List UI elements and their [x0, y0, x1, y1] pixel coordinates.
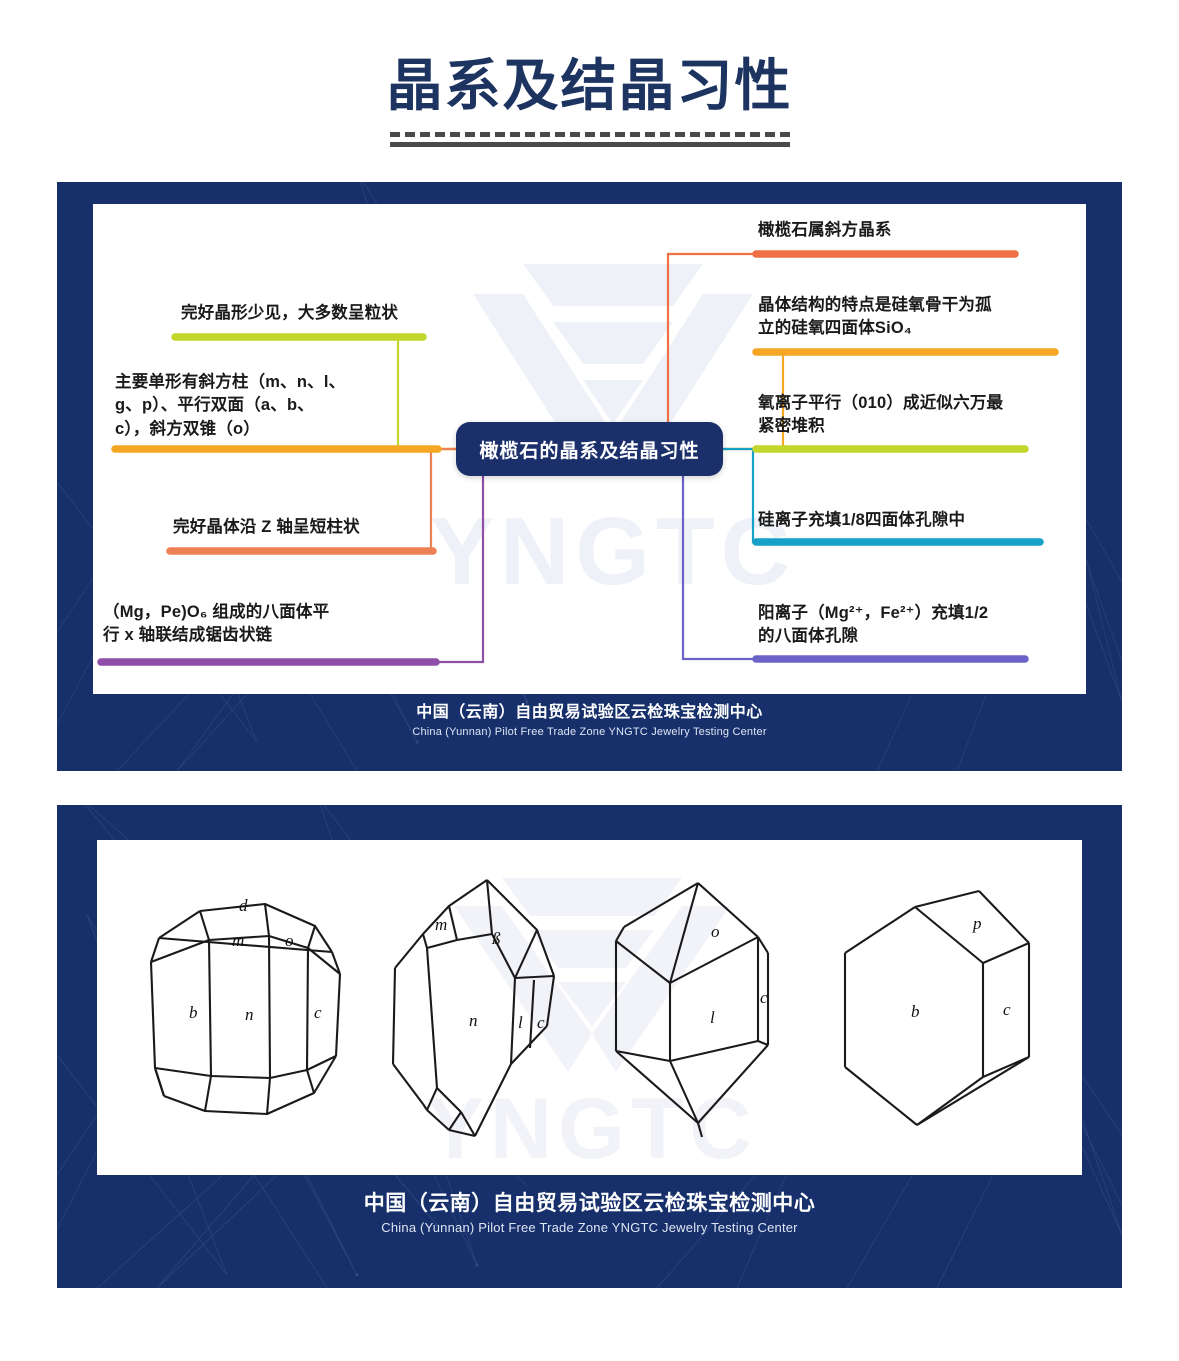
crystals-canvas: YNGTC [97, 840, 1082, 1175]
crystal-figure-row: d m o b n c [97, 840, 1082, 1175]
panel-footer-mindmap: 中国（云南）自由贸易试验区云检珠宝检测中心 China (Yunnan) Pil… [57, 702, 1122, 740]
crystal-1-label-n: n [245, 1005, 254, 1024]
crystal-2-label-m: m [435, 915, 447, 934]
footer-en-text: China (Yunnan) Pilot Free Trade Zone YNG… [381, 1220, 798, 1236]
crystal-4-label-b: b [911, 1002, 920, 1021]
mindmap-panel: YNGTC [57, 182, 1122, 771]
mindmap-node-right-3[interactable]: 氧离子平行（010）成近似六万最 紧密堆积 [758, 394, 1004, 436]
mindmap-node-right-5[interactable]: 阳离子（Mg²⁺，Fe²⁺）充填1/2 的八面体孔隙 [758, 604, 989, 646]
crystal-2-label-l: l [518, 1013, 523, 1032]
crystal-3-label-l: l [710, 1008, 715, 1027]
crystal-3-label-c: c [760, 988, 768, 1007]
panel-footer-crystals: 中国（云南）自由贸易试验区云检珠宝检测中心 China (Yunnan) Pil… [57, 1190, 1122, 1238]
mindmap-node-right-2[interactable]: 晶体结构的特点是硅氧骨干为孤 立的硅氧四面体SiO₄ [758, 296, 992, 338]
crystal-1-label-o: o [285, 931, 294, 950]
mindmap-center-node[interactable]: 橄榄石的晶系及结晶习性 [456, 422, 723, 476]
crystal-4-label-p: p [972, 914, 982, 933]
crystal-figure-3: o l c [612, 875, 792, 1140]
crystal-figure-1: d m o b n c [137, 878, 352, 1138]
crystal-2-label-n: n [469, 1011, 478, 1030]
title-solid-rule [389, 142, 790, 148]
crystal-3-label-o: o [711, 922, 720, 941]
page-title: 晶系及结晶习性 [386, 54, 793, 117]
footer-cn-text: 中国（云南）自由贸易试验区云检珠宝检测中心 [363, 1192, 816, 1215]
mindmap-canvas: YNGTC [93, 204, 1086, 694]
crystal-1-label-b: b [189, 1003, 198, 1022]
crystal-1-label-m: m [232, 931, 244, 950]
crystal-1-label-c: c [314, 1003, 322, 1022]
mindmap-node-left-4[interactable]: （Mg，Pe)O₆ 组成的八面体平 行 x 轴联结成锯齿状链 [103, 603, 330, 645]
footer-cn-text: 中国（云南）自由贸易试验区云检珠宝检测中心 [416, 704, 763, 721]
mindmap-node-right-1[interactable]: 橄榄石属斜方晶系 [758, 221, 892, 239]
crystals-panel: YNGTC [57, 805, 1122, 1288]
crystal-figure-4: p b c [827, 885, 1042, 1130]
title-rules [389, 132, 790, 148]
crystal-4-label-c: c [1003, 1000, 1011, 1019]
footer-en-text: China (Yunnan) Pilot Free Trade Zone YNG… [412, 725, 767, 738]
title-block: 晶系及结晶习性 [0, 54, 1179, 148]
mindmap-node-left-1[interactable]: 完好晶形少见，大多数呈粒状 [181, 304, 399, 322]
title-dashed-rule [389, 132, 790, 138]
crystal-2-label-c: c [537, 1013, 545, 1032]
mindmap-node-left-2[interactable]: 主要单形有斜方柱（m、n、l、 g、p）、平行双面（a、b、 c），斜方双锥（o… [115, 373, 346, 438]
mindmap-connectors [97, 250, 1059, 666]
mindmap-node-left-3[interactable]: 完好晶体沿 Z 轴呈短柱状 [173, 518, 360, 536]
mindmap-node-right-4[interactable]: 硅离子充填1/8四面体孔隙中 [758, 511, 966, 529]
crystal-figure-2: m ß n l c [387, 868, 577, 1148]
crystal-1-label-d: d [239, 896, 248, 915]
crystal-2-label-beta: ß [491, 929, 501, 948]
